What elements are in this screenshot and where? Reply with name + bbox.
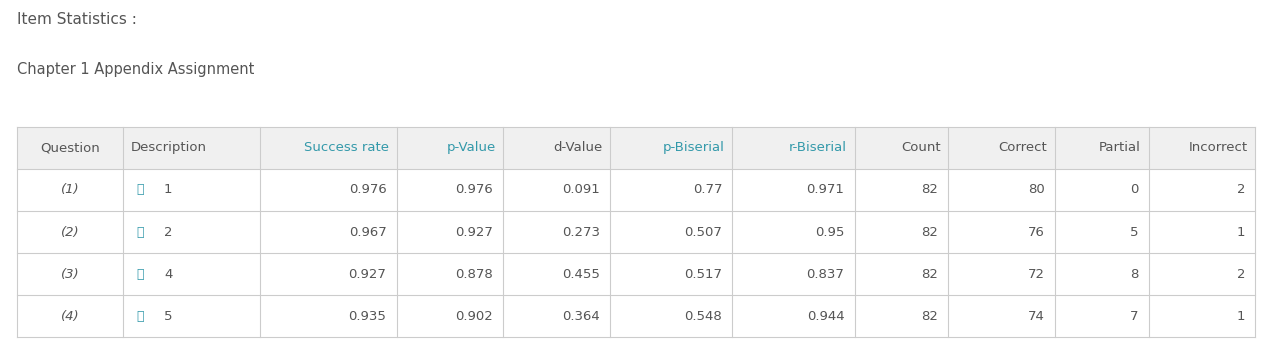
Bar	[17, 253, 1255, 295]
Text: Count: Count	[901, 142, 941, 155]
Text: 0.967: 0.967	[349, 226, 387, 239]
Text: 0.517: 0.517	[684, 268, 722, 281]
Text: 0.971: 0.971	[806, 184, 845, 197]
Text: 0.927: 0.927	[349, 268, 387, 281]
Text: 0.548: 0.548	[684, 310, 722, 323]
Text: 0.935: 0.935	[349, 310, 387, 323]
Text: 1: 1	[164, 184, 173, 197]
Text: 0.273: 0.273	[562, 226, 600, 239]
Text: Question: Question	[41, 142, 99, 155]
Text: 72: 72	[1028, 268, 1044, 281]
Bar	[17, 211, 1255, 253]
Text: (3): (3)	[61, 268, 79, 281]
Text: 76: 76	[1028, 226, 1044, 239]
Text: 0.837: 0.837	[806, 268, 845, 281]
Text: ⌕: ⌕	[136, 226, 144, 239]
Text: 0: 0	[1130, 184, 1138, 197]
Text: (2): (2)	[61, 226, 79, 239]
Text: Success rate: Success rate	[304, 142, 389, 155]
Text: 0.976: 0.976	[349, 184, 387, 197]
Text: 0.364: 0.364	[562, 310, 600, 323]
Text: 2: 2	[1236, 268, 1245, 281]
Text: d-Value: d-Value	[553, 142, 603, 155]
Text: 1: 1	[1236, 226, 1245, 239]
Text: 7: 7	[1130, 310, 1138, 323]
Text: 82: 82	[921, 268, 939, 281]
Text: Item Statistics :: Item Statistics :	[17, 12, 136, 27]
Text: ⌕: ⌕	[136, 184, 144, 197]
Text: Correct: Correct	[999, 142, 1047, 155]
Text: 5: 5	[164, 310, 173, 323]
Text: Incorrect: Incorrect	[1188, 142, 1248, 155]
Text: Partial: Partial	[1099, 142, 1141, 155]
Text: 5: 5	[1130, 226, 1138, 239]
Text: Description: Description	[131, 142, 207, 155]
Text: 0.976: 0.976	[455, 184, 494, 197]
Bar	[17, 127, 1255, 169]
Text: 0.507: 0.507	[684, 226, 722, 239]
Text: 0.455: 0.455	[562, 268, 600, 281]
Text: 80: 80	[1028, 184, 1044, 197]
Text: 0.878: 0.878	[455, 268, 494, 281]
Text: 0.927: 0.927	[455, 226, 494, 239]
Text: 0.091: 0.091	[562, 184, 600, 197]
Text: 4: 4	[164, 268, 172, 281]
Text: 0.95: 0.95	[815, 226, 845, 239]
Text: r-Biserial: r-Biserial	[789, 142, 847, 155]
Text: (4): (4)	[61, 310, 79, 323]
Text: 8: 8	[1130, 268, 1138, 281]
Text: 2: 2	[1236, 184, 1245, 197]
Text: p-Biserial: p-Biserial	[663, 142, 725, 155]
Bar	[17, 295, 1255, 337]
Text: 1: 1	[1236, 310, 1245, 323]
Text: 82: 82	[921, 226, 939, 239]
Text: ⌕: ⌕	[136, 310, 144, 323]
Text: ⌕: ⌕	[136, 268, 144, 281]
Bar	[17, 169, 1255, 211]
Text: (1): (1)	[61, 184, 79, 197]
Text: 82: 82	[921, 310, 939, 323]
Text: 0.902: 0.902	[455, 310, 494, 323]
Text: 74: 74	[1028, 310, 1044, 323]
Text: 0.77: 0.77	[693, 184, 722, 197]
Text: 0.944: 0.944	[806, 310, 845, 323]
Text: 82: 82	[921, 184, 939, 197]
Text: Chapter 1 Appendix Assignment: Chapter 1 Appendix Assignment	[17, 63, 254, 77]
Text: p-Value: p-Value	[446, 142, 496, 155]
Text: 2: 2	[164, 226, 173, 239]
